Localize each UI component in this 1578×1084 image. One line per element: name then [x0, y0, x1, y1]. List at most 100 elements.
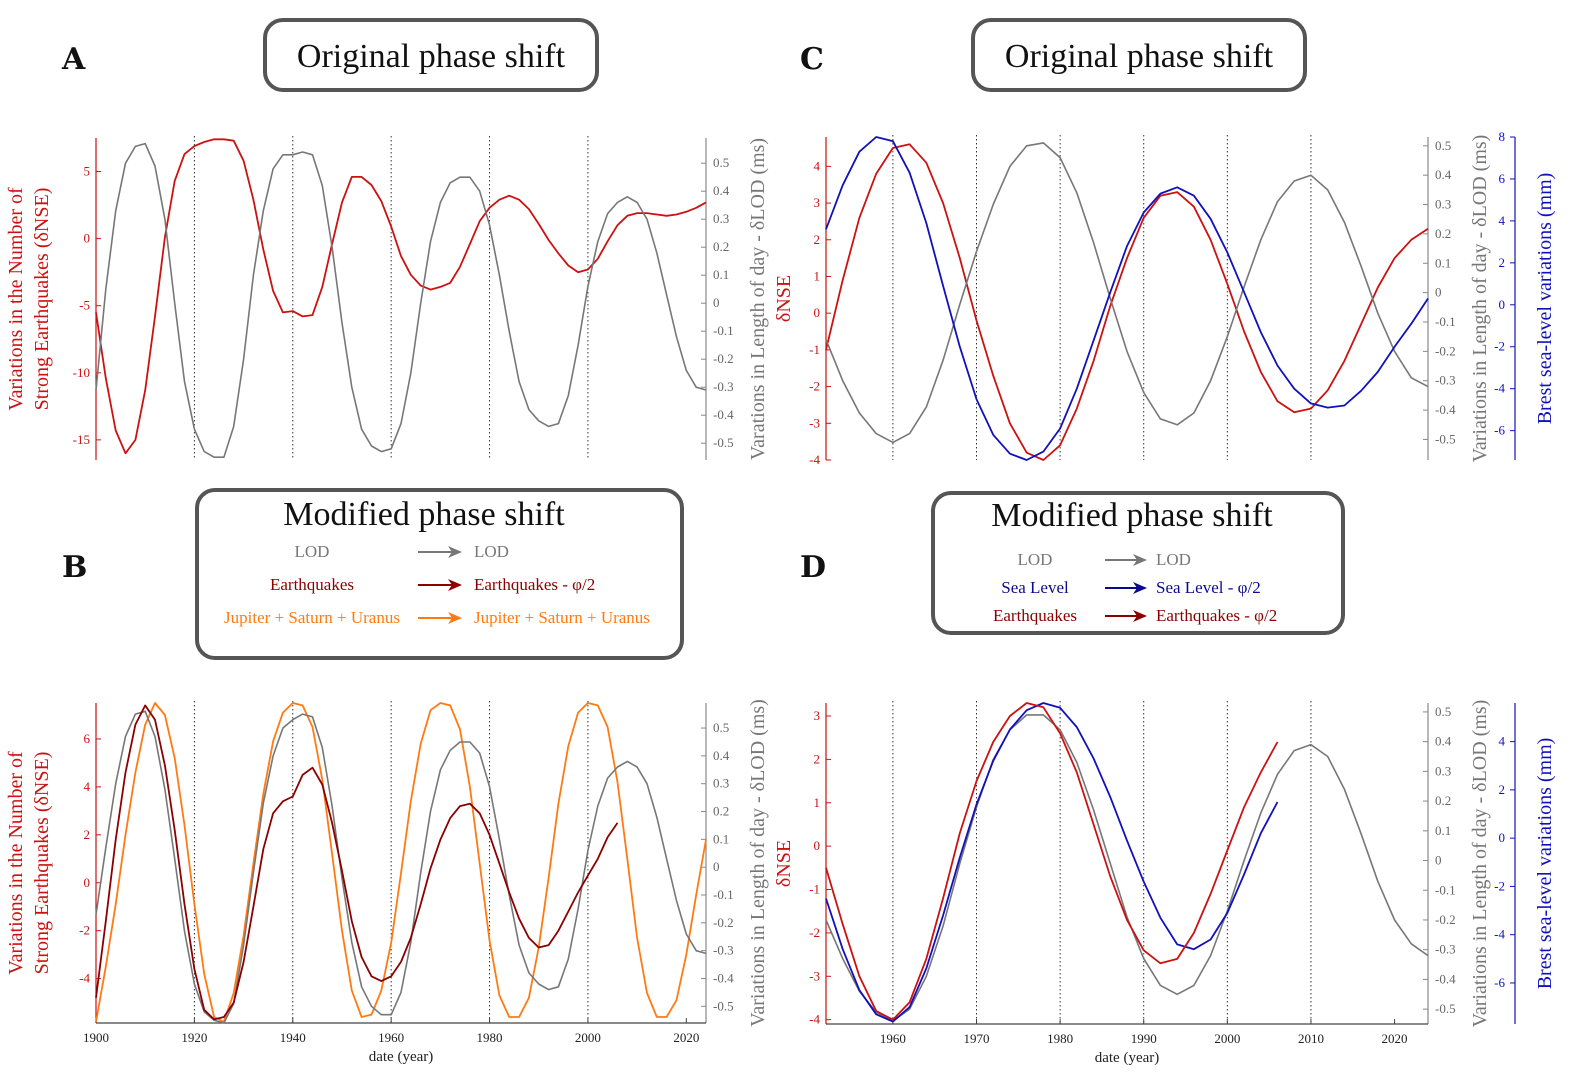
legend-left-title: Modified phase shift — [283, 496, 565, 533]
right-tick-label: 0.4 — [713, 183, 730, 198]
left-tick-label: -1 — [809, 882, 820, 897]
right2-axis-label: Brest sea-level variations (mm) — [1534, 738, 1556, 990]
series-line-lod — [825, 142, 1429, 444]
right-tick-label: -0.4 — [1435, 402, 1456, 417]
left-tick-label: -1 — [809, 342, 820, 357]
legend-left: Modified phase shift LOD LOD Earthquakes Ea… — [195, 488, 684, 660]
legend-arrowhead — [1133, 582, 1147, 594]
x-tick-label: 2000 — [1214, 1031, 1240, 1046]
right-tick-label: -0.3 — [713, 379, 734, 394]
legend-from-label: Jupiter + Saturn + Uranus — [224, 608, 400, 627]
title-c: Original phase shift — [1005, 38, 1274, 75]
right-tick-label: 0.2 — [713, 239, 729, 254]
right2-tick-label: -4 — [1494, 381, 1505, 396]
right-axis-label: Variations in Length of day - δLOD (ms) — [1469, 135, 1491, 463]
legend-arrowhead — [1133, 610, 1147, 622]
series-line-earthquakes — [825, 143, 1429, 461]
right-tick-label: 0.1 — [713, 267, 729, 282]
x-tick-label: 1960 — [378, 1030, 404, 1045]
x-tick-label: 1990 — [1131, 1031, 1157, 1046]
x-axis-label: date (year) — [1095, 1050, 1160, 1066]
right2-tick-label: 2 — [1499, 255, 1506, 270]
left-tick-label: -3 — [809, 968, 820, 983]
left-tick-label: 3 — [814, 708, 821, 723]
series-line-lod — [825, 714, 1429, 1022]
right-tick-label: -0.4 — [713, 407, 734, 422]
left-tick-label: 1 — [814, 795, 821, 810]
left-axis-label-line: Variations in the Number of — [5, 187, 27, 411]
x-tick-label: 1920 — [181, 1030, 207, 1045]
right-tick-label: -0.2 — [713, 351, 734, 366]
right-axis-label: Variations in Length of day - δLOD (ms) — [1469, 700, 1491, 1028]
left-tick-label: 2 — [814, 232, 821, 247]
panel-label-a: A — [61, 42, 86, 77]
left-axis-label: Variations in the Number of Strong Earthq… — [5, 187, 53, 411]
right2-tick-label: -6 — [1494, 423, 1505, 438]
left-tick-label: 0 — [84, 231, 91, 246]
right-tick-label: 0.2 — [713, 804, 729, 819]
left-tick-label: 4 — [814, 158, 821, 173]
legend-from-label: LOD — [1018, 550, 1053, 569]
left-tick-label: -5 — [79, 298, 90, 313]
legend-to-label: Earthquakes - φ/2 — [474, 575, 595, 594]
right-tick-label: 0.3 — [713, 211, 729, 226]
legend-to-label: LOD — [474, 542, 509, 561]
right-axis-label: Varations in Length of day - δLOD (ms) — [747, 138, 769, 460]
legend-to-label: Sea Level - φ/2 — [1156, 578, 1261, 597]
legend-from-label: Earthquakes — [270, 575, 354, 594]
right-tick-label: -0.2 — [1435, 343, 1456, 358]
series-line-sea-level — [825, 136, 1429, 461]
right2-tick-label: 0 — [1499, 297, 1506, 312]
legend-from-label: LOD — [295, 542, 330, 561]
right2-tick-label: -4 — [1494, 927, 1505, 942]
x-tick-label: 2020 — [673, 1030, 699, 1045]
left-axis-label-line: δNSE — [773, 275, 795, 322]
right-tick-label: 0.2 — [1435, 226, 1451, 241]
x-axis-label: date (year) — [369, 1049, 434, 1065]
left-axis-label-line: Strong Earthquakes (δNSE) — [31, 752, 53, 975]
right-tick-label: 0.3 — [1435, 763, 1451, 778]
legend-from-label: Sea Level — [1001, 578, 1069, 597]
right-tick-label: 0.5 — [713, 720, 729, 735]
right-tick-label: 0 — [1435, 285, 1442, 300]
right-tick-label: -0.5 — [713, 998, 734, 1013]
right2-tick-label: -2 — [1494, 878, 1505, 893]
left-tick-label: -4 — [809, 452, 820, 467]
chart-a: 5 0 -5 -10 -15 Variations in the Number of Str… — [5, 136, 769, 460]
left-tick-label: 1 — [814, 268, 821, 283]
x-tick-label: 2010 — [1298, 1031, 1324, 1046]
title-box-a — [263, 18, 599, 92]
right-tick-label: 0 — [713, 859, 720, 874]
left-tick-label: 0 — [84, 875, 91, 890]
series-line-lod — [95, 142, 707, 458]
panel-label-b: B — [62, 550, 87, 585]
legend-to-label: Earthquakes - φ/2 — [1156, 606, 1277, 625]
legend-right-title: Modified phase shift — [991, 497, 1273, 534]
x-tick-label: 1940 — [280, 1030, 306, 1045]
right2-tick-label: 4 — [1499, 213, 1506, 228]
left-tick-label: -3 — [809, 415, 820, 430]
legend-left-box — [195, 488, 684, 660]
right-tick-label: -0.4 — [713, 970, 734, 985]
right-tick-label: 0.5 — [713, 155, 729, 170]
right2-tick-label: -2 — [1494, 339, 1505, 354]
legend-from-label: Earthquakes — [993, 606, 1077, 625]
left-tick-label: -2 — [79, 923, 90, 938]
right-tick-label: 0.4 — [1435, 167, 1452, 182]
left-tick-label: 0 — [814, 305, 821, 320]
right-tick-label: 0.3 — [1435, 197, 1451, 212]
left-tick-label: 3 — [814, 195, 821, 210]
x-tick-label: 1980 — [1047, 1031, 1073, 1046]
right2-tick-label: 4 — [1499, 734, 1506, 749]
x-tick-label: 1980 — [477, 1030, 503, 1045]
x-tick-label: 2000 — [575, 1030, 601, 1045]
panel-label-d: D — [800, 550, 826, 585]
right-tick-label: 0.4 — [713, 748, 730, 763]
right2-axis-label: Brest sea-level variations (mm) — [1534, 173, 1556, 425]
right-tick-label: 0.5 — [1435, 138, 1451, 153]
left-tick-label: 5 — [84, 164, 91, 179]
left-axis-label-line: δNSE — [773, 840, 795, 887]
title-box-c — [971, 18, 1307, 92]
right-tick-label: 0.3 — [713, 776, 729, 791]
series-line-earthquakes — [95, 138, 707, 455]
